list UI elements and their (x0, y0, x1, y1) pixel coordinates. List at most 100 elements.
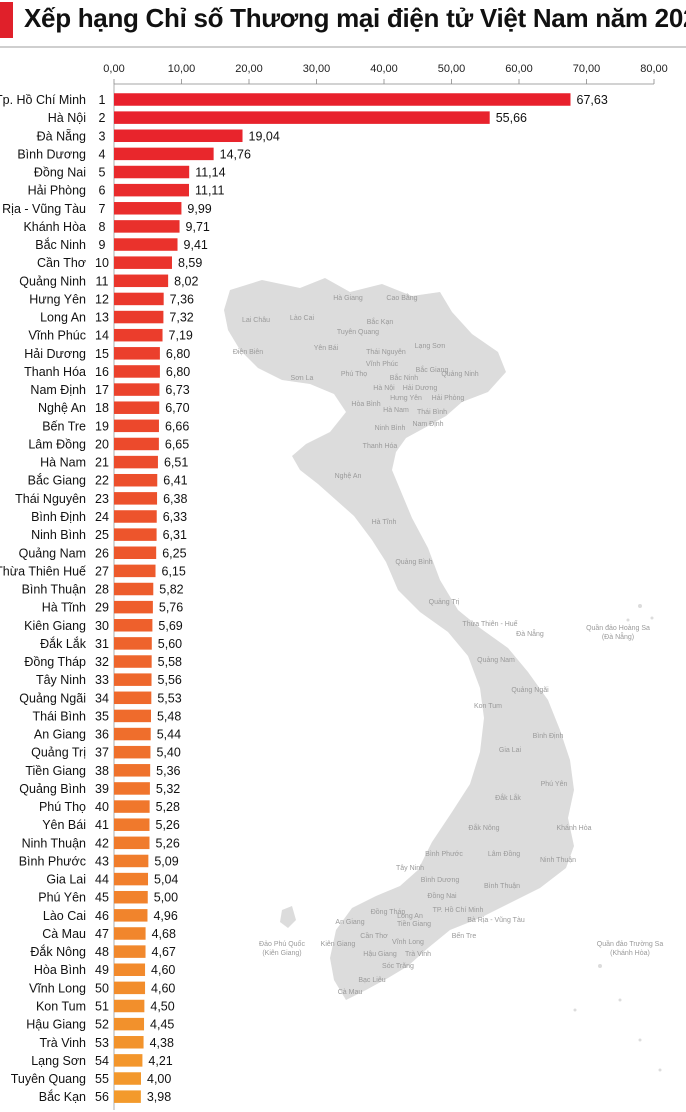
province-label: Hậu Giang (26, 1018, 86, 1032)
province-label: Cần Thơ (37, 256, 86, 270)
province-label: Hải Phòng (28, 184, 86, 198)
province-label: Thừa Thiên Huế (0, 564, 86, 578)
value-label: 5,26 (156, 818, 180, 832)
rank-label: 48 (95, 945, 109, 959)
rank-label: 28 (95, 583, 109, 597)
map-province-label: Bến Tre (452, 931, 477, 940)
bar (114, 419, 159, 433)
rank-label: 17 (95, 383, 109, 397)
map-province-label: Thái Nguyên (366, 349, 406, 356)
rank-label: 41 (95, 818, 109, 832)
map-province-label: Tây Ninh (396, 865, 424, 872)
province-label: Đồng Nai (34, 166, 86, 180)
map-province-label: Sóc Trăng (382, 963, 414, 970)
bar (114, 1072, 141, 1085)
province-label: Bắc Ninh (35, 237, 86, 252)
map-province-label: Sơn La (291, 375, 314, 382)
map-province-label: Bình Thuận (484, 883, 520, 890)
value-label: 5,56 (158, 673, 182, 687)
map-province-label: Vĩnh Long (392, 939, 424, 946)
rank-label: 22 (95, 474, 109, 488)
island-dot (573, 1008, 577, 1012)
rank-label: 34 (95, 691, 109, 705)
rank-label: 21 (95, 456, 109, 470)
province-label: Tiền Giang (25, 764, 86, 778)
rank-label: 49 (95, 963, 109, 977)
phu-quoc-island (280, 906, 296, 928)
bar (114, 1054, 143, 1067)
rank-label: 12 (95, 292, 109, 306)
map-province-label: Yên Bái (314, 345, 339, 352)
province-label: Yên Bái (42, 818, 86, 832)
rank-label: 56 (95, 1090, 109, 1104)
bar (114, 818, 150, 831)
bar (114, 637, 152, 650)
rank-label: 55 (95, 1072, 109, 1086)
map-province-label: Quảng Bình (395, 559, 432, 566)
map-province-label: Bắc Kạn (367, 317, 394, 326)
bar (114, 510, 157, 523)
province-label: Cà Mau (42, 927, 86, 941)
map-province-label: Quảng Trị (429, 599, 460, 606)
value-label: 4,67 (152, 945, 176, 959)
value-label: 4,21 (148, 1054, 172, 1068)
province-label: Bình Thuận (22, 583, 86, 597)
value-label: 4,96 (153, 909, 177, 923)
province-label: Lào Cai (43, 909, 86, 923)
province-label: Quảng Ngãi (19, 691, 86, 705)
map-province-label: Đảo Phú Quốc (259, 939, 305, 948)
map-province-label: Bắc Giang (416, 365, 449, 374)
rank-label: 14 (95, 329, 109, 343)
value-label: 5,76 (159, 601, 183, 615)
island-dot (626, 618, 630, 622)
province-label: Long An (40, 311, 86, 325)
map-province-label: Bình Phước (425, 851, 463, 858)
province-label: Nghệ An (38, 401, 86, 415)
value-label: 4,45 (150, 1018, 174, 1032)
bar (114, 764, 151, 777)
map-province-label: Hải Dương (403, 385, 438, 392)
rank-label: 43 (95, 854, 109, 868)
province-label: Thanh Hóa (24, 365, 86, 379)
bar (114, 854, 149, 868)
map-province-label: Hòa Bình (351, 401, 380, 408)
bar (114, 673, 152, 686)
bar (114, 709, 151, 723)
bar (114, 183, 189, 197)
bar (114, 582, 154, 596)
province-label: Ninh Thuận (22, 836, 86, 850)
bar (114, 782, 150, 795)
map-province-label: Nam Định (412, 421, 443, 428)
bar (114, 310, 164, 324)
map-province-label: Bà Rịa - Vũng Tàu (467, 917, 525, 924)
bar (114, 890, 148, 904)
map-province-label: Ninh Bình (375, 425, 406, 432)
map-province-label: Kon Tum (474, 703, 502, 710)
value-label: 5,09 (154, 854, 178, 868)
rank-label: 23 (95, 492, 109, 506)
value-label: 5,26 (156, 836, 180, 850)
bar (114, 655, 152, 668)
rank-label: 26 (95, 546, 109, 560)
province-label: Quảng Nam (19, 546, 86, 560)
province-label: Gia Lai (46, 873, 86, 887)
map-province-label: Khánh Hòa (556, 825, 591, 832)
value-label: 9,71 (186, 220, 210, 234)
x-tick-label: 40,00 (370, 63, 398, 75)
value-label: 5,48 (157, 709, 181, 723)
province-label: Phú Thọ (39, 800, 86, 814)
province-label: Hòa Bình (34, 963, 86, 977)
bar (114, 365, 160, 378)
province-label: Thái Nguyên (15, 492, 86, 506)
value-label: 6,66 (165, 419, 189, 433)
value-label: 19,04 (249, 129, 280, 143)
rank-label: 11 (96, 274, 109, 288)
map-province-label: Quần đảo Trường Sa (597, 939, 664, 948)
value-label: 5,00 (154, 891, 178, 905)
province-label: Bình Phước (19, 854, 86, 868)
map-province-label: Tiền Giang (397, 919, 431, 928)
bar (114, 93, 571, 106)
province-label: Bà Rịa - Vũng Tàu (0, 202, 86, 216)
province-label: Phú Yên (38, 891, 86, 905)
value-label: 6,25 (162, 546, 186, 560)
